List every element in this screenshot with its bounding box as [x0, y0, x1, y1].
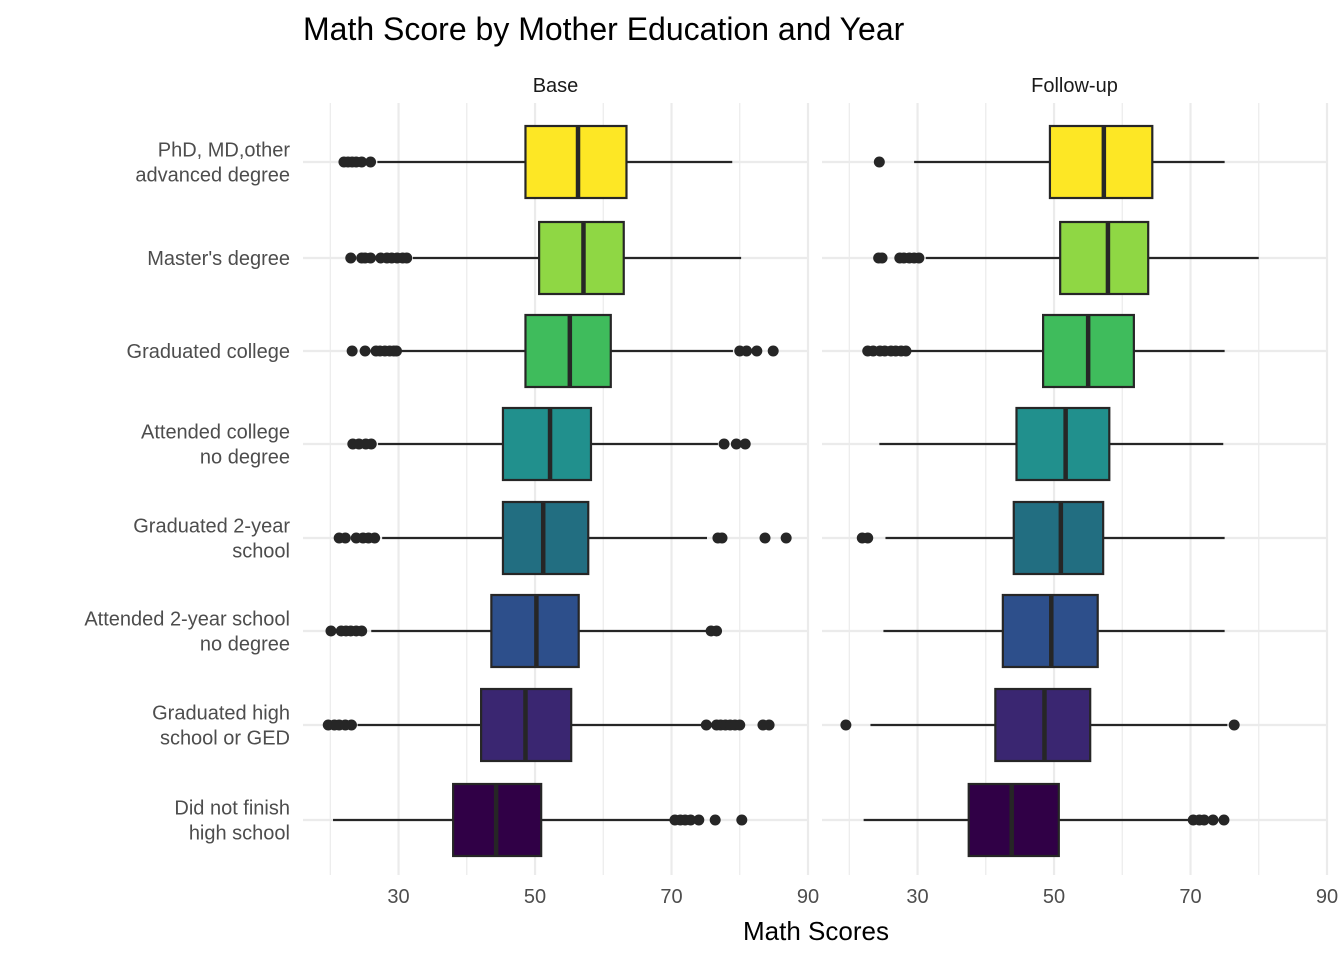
- outlier-point: [741, 345, 753, 357]
- facet-label: Base: [533, 75, 579, 97]
- outlier-point: [346, 345, 358, 357]
- outlier-point: [709, 814, 721, 826]
- y-tick-label: Graduated 2-year school: [133, 516, 290, 563]
- box-7: [333, 782, 748, 858]
- outlier-point: [369, 532, 381, 544]
- outlier-point: [873, 156, 885, 168]
- outlier-point: [739, 438, 751, 450]
- outlier-point: [339, 532, 351, 544]
- outlier-point: [900, 345, 912, 357]
- box-iqr: [1015, 406, 1111, 482]
- outlier-point: [365, 156, 377, 168]
- outlier-point: [693, 814, 705, 826]
- box-3: [879, 406, 1224, 482]
- outlier-point: [1218, 814, 1230, 826]
- outlier-point: [401, 252, 413, 264]
- outlier-point: [1198, 814, 1210, 826]
- box-iqr: [1012, 500, 1105, 576]
- outlier-point: [718, 438, 730, 450]
- box-2: [862, 313, 1225, 389]
- outlier-point: [913, 252, 925, 264]
- box-6: [322, 687, 775, 763]
- x-tick-label: 30: [387, 886, 409, 908]
- facet-panels: Base 30 50 70 90 Follow-up 30 50 70 90: [303, 75, 1338, 908]
- facet-panel: Follow-up 30 50 70 90: [822, 75, 1338, 908]
- outlier-point: [759, 532, 771, 544]
- facet-panel: Base 30 50 70 90: [303, 75, 819, 908]
- outlier-point: [356, 625, 368, 637]
- outlier-point: [734, 719, 746, 731]
- outlier-point: [345, 252, 357, 264]
- outlier-point: [763, 719, 775, 731]
- box-5: [883, 593, 1225, 669]
- outlier-point: [780, 532, 792, 544]
- outlier-point: [767, 345, 779, 357]
- x-tick-label: 90: [797, 886, 819, 908]
- box-0: [873, 124, 1225, 200]
- x-tick-label: 90: [1316, 886, 1338, 908]
- outlier-point: [1207, 814, 1219, 826]
- outlier-point: [711, 625, 723, 637]
- box-1: [345, 220, 742, 296]
- outlier-point: [840, 719, 852, 731]
- chart-title: Math Score by Mother Education and Year: [303, 11, 905, 47]
- box-iqr: [501, 500, 590, 576]
- outlier-point: [700, 719, 712, 731]
- x-axis-title: Math Scores: [743, 916, 889, 946]
- outlier-point: [359, 345, 371, 357]
- box-3: [347, 406, 751, 482]
- outlier-point: [365, 252, 377, 264]
- y-tick-label: PhD, MD,other advanced degree: [135, 140, 290, 187]
- box-1: [873, 220, 1259, 296]
- y-axis-labels: PhD, MD,other advanced degree Master's deg…: [84, 140, 290, 845]
- outlier-point: [876, 252, 888, 264]
- outlier-point: [365, 438, 377, 450]
- outlier-point: [390, 345, 402, 357]
- y-tick-label: Attended college no degree: [141, 422, 290, 469]
- outlier-point: [325, 625, 337, 637]
- y-tick-label: Graduated college: [127, 341, 290, 363]
- y-tick-label: Did not finish high school: [174, 798, 290, 845]
- outlier-point: [736, 814, 748, 826]
- box-iqr: [1059, 220, 1150, 296]
- box-iqr: [1048, 124, 1154, 200]
- y-tick-label: Master's degree: [147, 248, 290, 270]
- x-tick-label: 70: [660, 886, 682, 908]
- box-5: [325, 593, 723, 669]
- outlier-point: [685, 814, 697, 826]
- box-2: [346, 313, 779, 389]
- outlier-point: [730, 438, 742, 450]
- outlier-point: [1228, 719, 1240, 731]
- facet-label: Follow-up: [1031, 75, 1118, 97]
- box-6: [840, 687, 1240, 763]
- box-7: [863, 782, 1230, 858]
- y-tick-label: Graduated high school or GED: [152, 703, 290, 750]
- outlier-point: [862, 532, 874, 544]
- box-4: [333, 500, 792, 576]
- x-tick-label: 50: [524, 886, 546, 908]
- x-tick-label: 70: [1179, 886, 1201, 908]
- outlier-point: [751, 345, 763, 357]
- outlier-point: [716, 532, 728, 544]
- box-4: [856, 500, 1225, 576]
- box-iqr: [501, 406, 593, 482]
- outlier-point: [345, 719, 357, 731]
- x-tick-label: 30: [906, 886, 928, 908]
- outlier-point: [356, 156, 368, 168]
- x-tick-label: 50: [1043, 886, 1065, 908]
- y-tick-label: Attended 2-year school no degree: [84, 609, 290, 656]
- box-0: [338, 124, 733, 200]
